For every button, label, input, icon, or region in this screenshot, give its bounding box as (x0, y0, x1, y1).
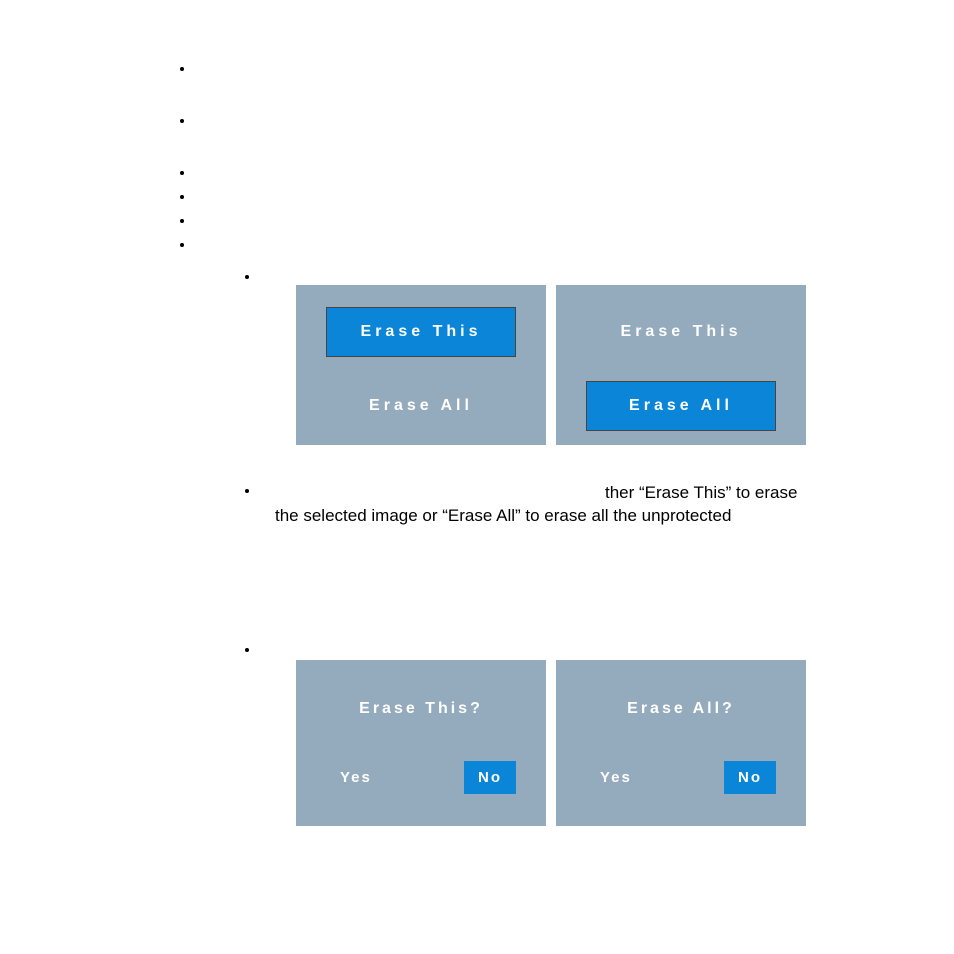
erase-this-option[interactable]: Erase This (586, 307, 776, 357)
confirm-title: Erase This? (296, 700, 546, 718)
yes-button[interactable]: Yes (326, 761, 386, 794)
erase-all-option[interactable]: Erase All (586, 381, 776, 431)
confirm-title: Erase All? (556, 700, 806, 718)
confirm-button-row: Yes No (326, 761, 516, 794)
erase-this-option[interactable]: Erase This (326, 307, 516, 357)
instruction-line: the selected image or “Erase All” to era… (275, 505, 835, 528)
erase-menu-dialog-a: Erase This Erase All (296, 285, 546, 445)
erase-menu-dialog-b: Erase This Erase All (556, 285, 806, 445)
no-button[interactable]: No (464, 761, 516, 794)
confirm-erase-this-dialog: Erase This? Yes No (296, 660, 546, 826)
confirm-button-row: Yes No (586, 761, 776, 794)
confirm-dialogs-row: Erase This? Yes No Erase All? Yes No (296, 660, 806, 826)
erase-menu-dialogs-row: Erase This Erase All Erase This Erase Al… (296, 285, 806, 445)
no-button[interactable]: No (724, 761, 776, 794)
yes-button[interactable]: Yes (586, 761, 646, 794)
erase-all-option[interactable]: Erase All (326, 381, 516, 431)
instruction-text: ther “Erase This” to erase the selected … (275, 482, 835, 528)
instruction-line: ther “Erase This” to erase (275, 482, 835, 505)
confirm-erase-all-dialog: Erase All? Yes No (556, 660, 806, 826)
